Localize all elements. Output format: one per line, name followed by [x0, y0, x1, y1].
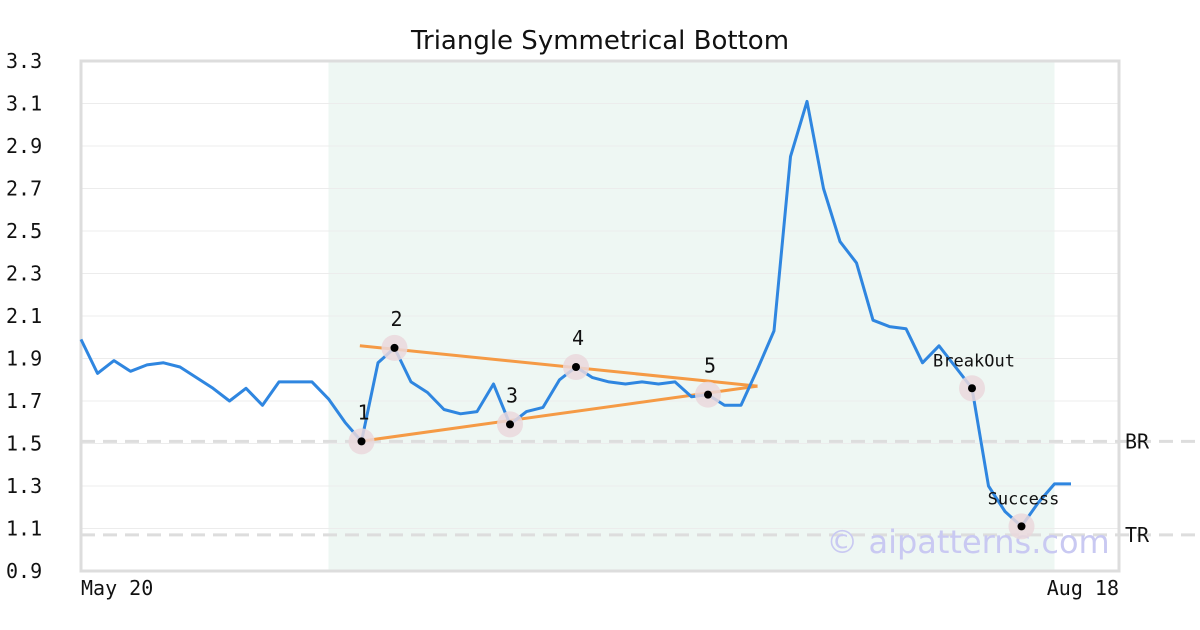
y-tick-label: 2.3	[6, 262, 42, 286]
level-label-tr: TR	[1125, 523, 1150, 547]
point-label: 2	[390, 307, 402, 331]
trendline	[359, 344, 758, 388]
y-tick-label: 1.9	[6, 347, 42, 371]
point-label: 4	[572, 326, 584, 350]
y-tick-label: 2.1	[6, 304, 42, 328]
y-tick-label: 1.3	[6, 474, 42, 498]
point-label: BreakOut	[933, 351, 1015, 371]
point-label: 1	[357, 400, 369, 424]
y-axis: 3.3 3.1 2.9 2.7 2.5 2.3 2.1 1.9 1.7 1.5 1.3 1.1 0.9	[6, 49, 42, 583]
level-label-br: BR	[1125, 429, 1150, 453]
y-tick-label: 1.1	[6, 517, 42, 541]
pattern-points: 1 2 3 4 5 BreakOut Success	[348, 307, 1060, 540]
y-tick-label: 0.9	[6, 559, 42, 583]
y-tick-label: 2.5	[6, 219, 42, 243]
point-marker	[357, 437, 366, 446]
x-tick-label: Aug 18	[1047, 576, 1119, 600]
point-marker	[968, 384, 976, 393]
y-tick-label: 3.3	[6, 49, 42, 73]
y-tick-label: 2.7	[6, 177, 42, 201]
point-label: 3	[506, 383, 518, 407]
point-marker	[390, 343, 399, 352]
chart-title: Triangle Symmetrical Bottom	[410, 26, 789, 56]
point-marker	[704, 390, 712, 399]
point-marker	[572, 363, 580, 371]
point-label: 5	[704, 354, 716, 378]
watermark: © aipatterns.com	[826, 523, 1109, 561]
x-tick-label: May 20	[81, 576, 153, 600]
y-tick-label: 1.7	[6, 389, 42, 413]
point-label: Success	[988, 489, 1060, 509]
y-tick-label: 2.9	[6, 134, 42, 158]
point-marker	[506, 420, 514, 429]
grid	[81, 60, 1119, 572]
x-axis: May 20 Aug 18	[81, 576, 1119, 600]
y-tick-label: 1.5	[6, 432, 42, 456]
point-marker	[1017, 522, 1026, 531]
y-tick-label: 3.1	[6, 92, 42, 116]
plot-frame	[79, 59, 1121, 573]
